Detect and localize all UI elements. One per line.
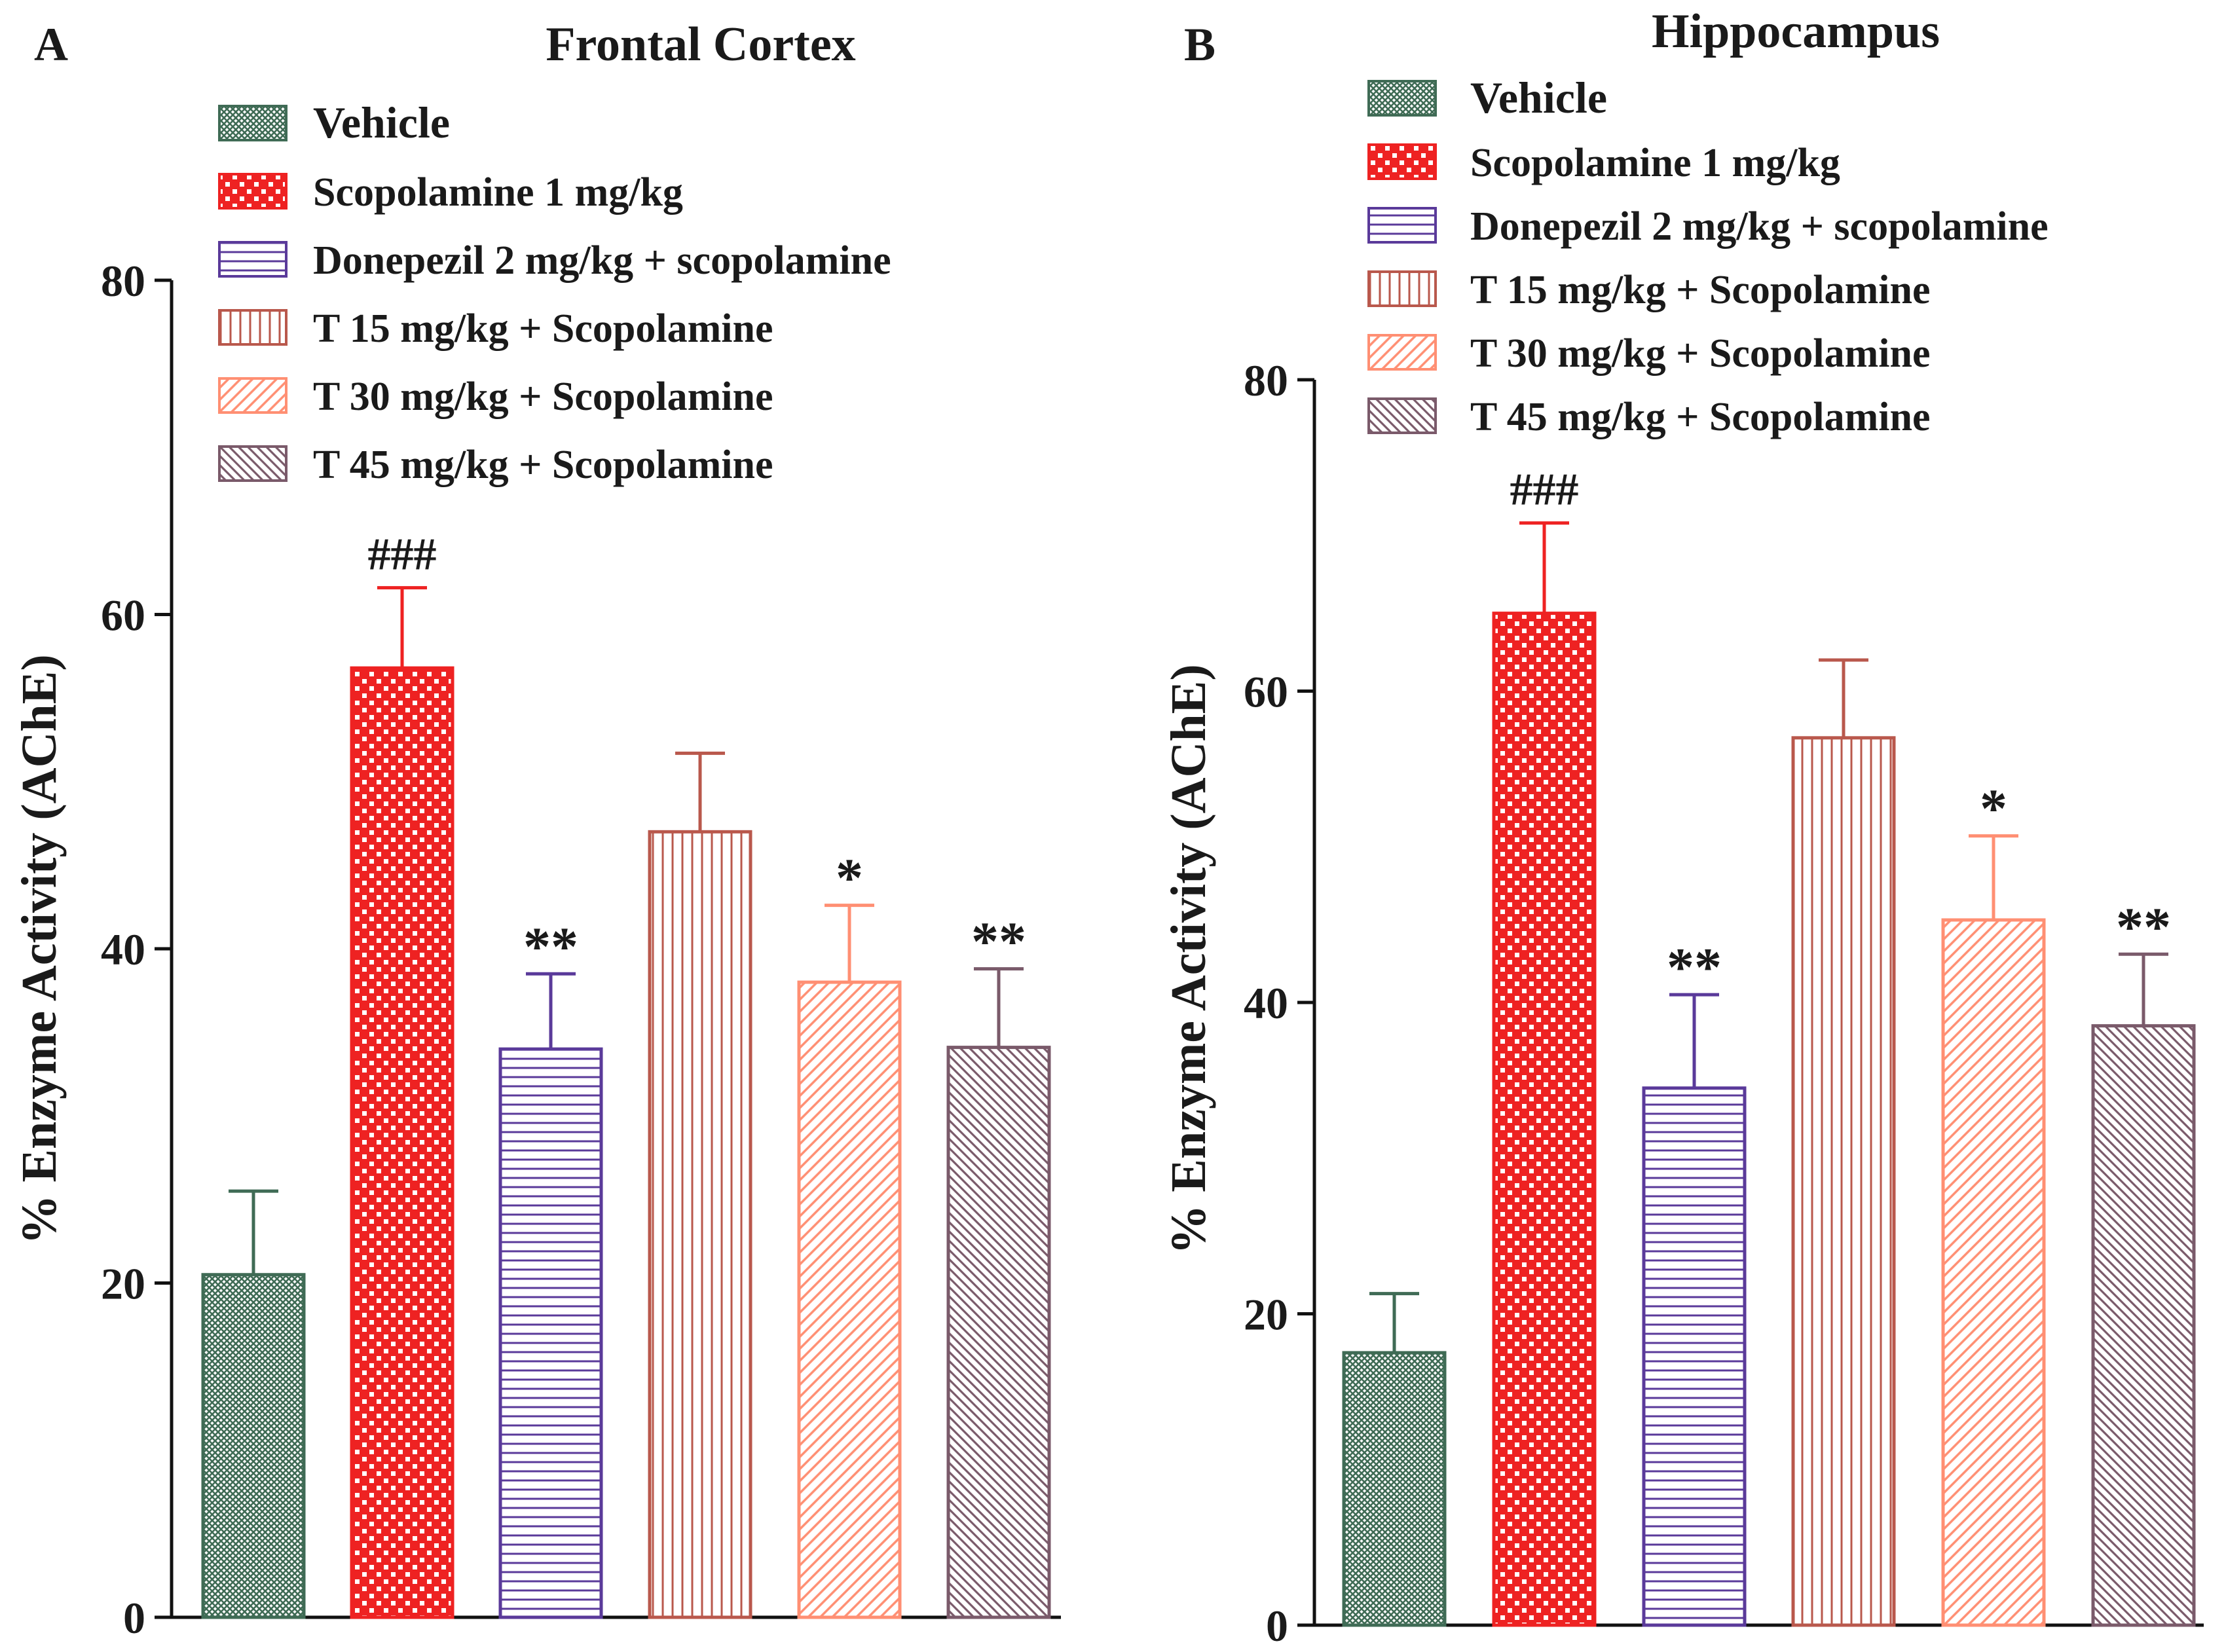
y-axis-label: % Enzyme Activity (AChE) bbox=[1161, 664, 1216, 1254]
legend-swatch bbox=[1367, 80, 1437, 117]
legend-swatch bbox=[1367, 143, 1437, 180]
legend-swatch bbox=[1367, 207, 1437, 244]
bar bbox=[1791, 736, 1896, 1627]
legend-swatch bbox=[1367, 270, 1437, 307]
legend-label: T 15 mg/kg + Scopolamine bbox=[1470, 268, 1931, 312]
chart-title: Hippocampus bbox=[1652, 5, 1940, 58]
significance-label: ### bbox=[368, 530, 437, 580]
bar bbox=[797, 980, 902, 1619]
legend-swatch bbox=[218, 309, 288, 346]
y-tick-label: 40 bbox=[1244, 978, 1288, 1028]
legend-label: T 45 mg/kg + Scopolamine bbox=[313, 443, 773, 487]
legend-label: Scopolamine 1 mg/kg bbox=[1470, 141, 1840, 185]
bar bbox=[1642, 1086, 1747, 1627]
panel-letter: B bbox=[1184, 18, 1215, 71]
significance-label: ** bbox=[523, 916, 578, 977]
panel-a: A Frontal Cortex Vehicle Scopolamine 1 mg/k… bbox=[12, 18, 1061, 1643]
legend-swatch bbox=[218, 445, 288, 482]
legend-label: Vehicle bbox=[313, 98, 450, 147]
chart-title: Frontal Cortex bbox=[546, 18, 855, 71]
panel-b: B Hippocampus Vehicle Scopolamine 1 mg/kg Do… bbox=[1161, 5, 2204, 1651]
bar bbox=[350, 666, 454, 1619]
bar bbox=[498, 1047, 603, 1619]
legend-swatch bbox=[218, 377, 288, 414]
significance-label: * bbox=[836, 848, 863, 909]
bar bbox=[201, 1273, 306, 1619]
legend-swatch bbox=[218, 241, 288, 278]
legend-swatch bbox=[1367, 334, 1437, 371]
legend-label: Donepezil 2 mg/kg + scopolamine bbox=[313, 238, 891, 283]
legend-label: T 45 mg/kg + Scopolamine bbox=[1470, 395, 1931, 439]
legend-swatch bbox=[218, 173, 288, 210]
significance-label: ### bbox=[1510, 465, 1579, 515]
bar bbox=[1342, 1351, 1447, 1627]
legend-label: T 30 mg/kg + Scopolamine bbox=[313, 375, 773, 419]
bar bbox=[946, 1046, 1051, 1619]
bar bbox=[1492, 612, 1597, 1627]
significance-label: ** bbox=[1667, 937, 1722, 998]
bar bbox=[1941, 918, 2046, 1627]
legend-label: Vehicle bbox=[1470, 73, 1607, 122]
legend-label: T 15 mg/kg + Scopolamine bbox=[313, 306, 773, 351]
y-tick-label: 80 bbox=[101, 256, 145, 306]
significance-label: * bbox=[1980, 779, 2007, 839]
bar bbox=[2091, 1024, 2196, 1627]
legend-swatch bbox=[1367, 397, 1437, 434]
legend-label: Scopolamine 1 mg/kg bbox=[313, 170, 683, 215]
y-tick-label: 60 bbox=[101, 591, 145, 640]
significance-label: ** bbox=[2116, 896, 2171, 957]
y-tick-label: 0 bbox=[1266, 1601, 1288, 1651]
y-tick-label: 40 bbox=[101, 925, 145, 974]
legend-swatch bbox=[218, 105, 288, 141]
y-tick-label: 20 bbox=[1244, 1290, 1288, 1340]
y-tick-label: 80 bbox=[1244, 356, 1288, 405]
significance-label: ** bbox=[971, 911, 1026, 972]
y-tick-label: 0 bbox=[123, 1593, 145, 1643]
y-tick-label: 60 bbox=[1244, 667, 1288, 717]
panel-letter: A bbox=[34, 18, 68, 71]
bar bbox=[648, 830, 752, 1619]
y-axis-label: % Enzyme Activity (AChE) bbox=[12, 654, 67, 1244]
legend-label: T 30 mg/kg + Scopolamine bbox=[1470, 331, 1931, 376]
y-tick-label: 20 bbox=[101, 1259, 145, 1309]
legend-label: Donepezil 2 mg/kg + scopolamine bbox=[1470, 204, 2049, 249]
